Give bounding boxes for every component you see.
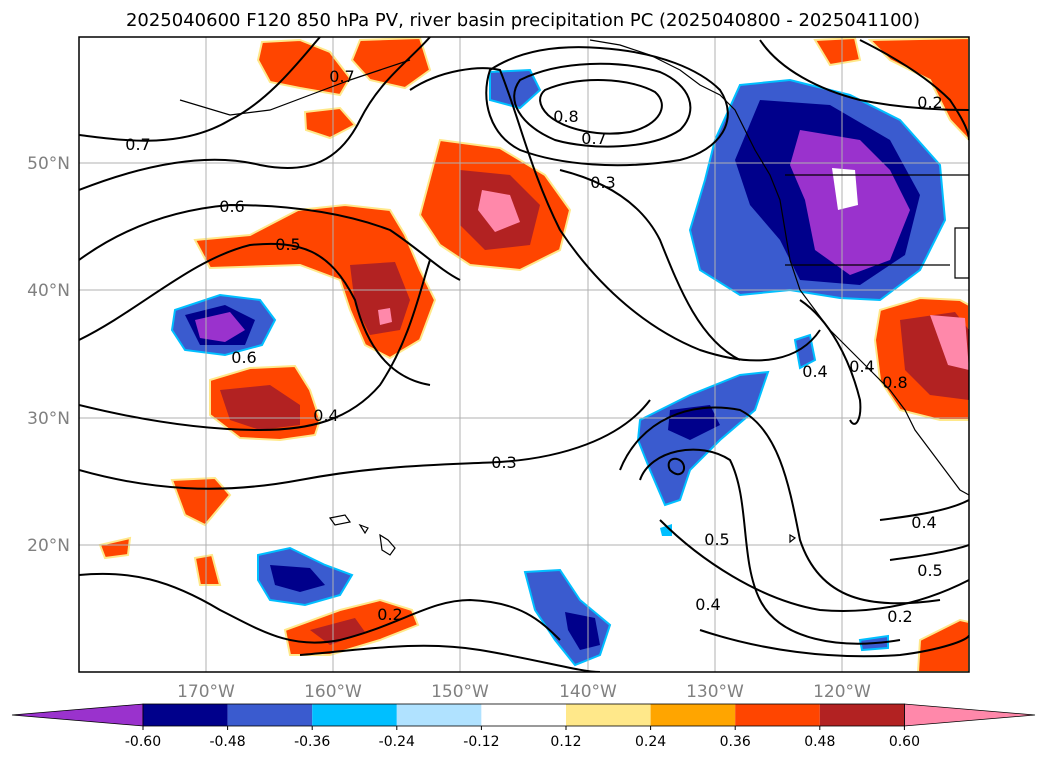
colorbar-tick-label: -0.48 xyxy=(209,734,245,750)
colorbar: -0.60 -0.48 -0.36 -0.24 -0.12 0.12 0.24 0.36 0.4… xyxy=(11,703,1036,750)
colorbar-frame xyxy=(142,703,905,727)
contour-label: 0.4 xyxy=(313,406,338,425)
colorbar-tick-label: 0.48 xyxy=(804,734,835,750)
colorbar-tick-label: -0.12 xyxy=(463,734,499,750)
latitude-labels: 50°N 40°N 30°N 20°N xyxy=(27,154,70,556)
lat-label: 40°N xyxy=(27,281,70,301)
contour-label: 0.2 xyxy=(887,607,912,626)
colorbar-segment xyxy=(650,704,736,726)
contour-label: 0.3 xyxy=(590,173,615,192)
map-panel: 0.7 0.7 0.6 0.5 0.6 0.4 0.3 0.8 0.7 0.3 … xyxy=(78,36,970,673)
lon-label: 130°W xyxy=(686,682,744,702)
contour-label: 0.5 xyxy=(917,561,942,580)
lon-label: 170°W xyxy=(177,682,235,702)
figure-title: 2025040600 F120 850 hPa PV, river basin … xyxy=(126,10,920,31)
contour-label: 0.4 xyxy=(911,513,936,532)
contour-label: 0.6 xyxy=(219,197,244,216)
colorbar-extend-low xyxy=(11,703,144,727)
precip-shading xyxy=(98,37,969,672)
lon-label: 140°W xyxy=(559,682,617,702)
colorbar-segment xyxy=(566,704,651,726)
colorbar-tick-label: -0.24 xyxy=(379,734,415,750)
contour-labels: 0.7 0.7 0.6 0.5 0.6 0.4 0.3 0.8 0.7 0.3 … xyxy=(125,67,942,626)
colorbar-tick-label: -0.36 xyxy=(294,734,330,750)
contour-label: 0.5 xyxy=(704,530,729,549)
colorbar-segment xyxy=(312,704,397,726)
colorbar-segment xyxy=(227,704,313,726)
lat-label: 50°N xyxy=(27,154,70,174)
colorbar-tick-label: -0.60 xyxy=(125,734,161,750)
contour-label: 0.5 xyxy=(275,235,300,254)
positive-anomaly-areas xyxy=(98,37,969,672)
contour-label: 0.8 xyxy=(882,373,907,392)
contour-label: 0.7 xyxy=(329,67,354,86)
lon-label: 150°W xyxy=(431,682,489,702)
contour-label: 0.8 xyxy=(553,107,578,126)
coastlines xyxy=(179,39,969,556)
lon-label: 120°W xyxy=(813,682,871,702)
colorbar-segment xyxy=(143,704,228,726)
colorbar-tick-label: 0.36 xyxy=(720,734,751,750)
colorbar-tick-label: 0.12 xyxy=(550,734,581,750)
contour-label: 0.2 xyxy=(917,93,942,112)
pv-contours xyxy=(79,37,969,672)
contour-label: 0.4 xyxy=(849,357,874,376)
negative-anomaly-areas xyxy=(170,68,947,667)
contour-label: 0.3 xyxy=(491,453,516,472)
contour-label: 0.7 xyxy=(125,135,150,154)
contour-label: 0.4 xyxy=(802,362,827,381)
colorbar-segment xyxy=(396,704,482,726)
contour-label: 0.7 xyxy=(581,129,606,148)
colorbar-segment xyxy=(735,704,820,726)
longitude-labels: 170°W 160°W 150°W 140°W 130°W 120°W xyxy=(177,682,871,702)
contour-label: 0.2 xyxy=(377,605,402,624)
lat-label: 30°N xyxy=(27,409,70,429)
contour-label: 0.4 xyxy=(695,595,720,614)
lon-label: 160°W xyxy=(304,682,362,702)
colorbar-segment xyxy=(819,704,905,726)
colorbar-tick-label: 0.60 xyxy=(889,734,920,750)
lat-label: 20°N xyxy=(27,536,70,556)
colorbar-segment xyxy=(481,704,566,726)
colorbar-tick-label: 0.24 xyxy=(635,734,666,750)
colorbar-extend-high xyxy=(904,703,1036,727)
contour-label: 0.6 xyxy=(231,348,256,367)
map-frame xyxy=(78,36,970,673)
